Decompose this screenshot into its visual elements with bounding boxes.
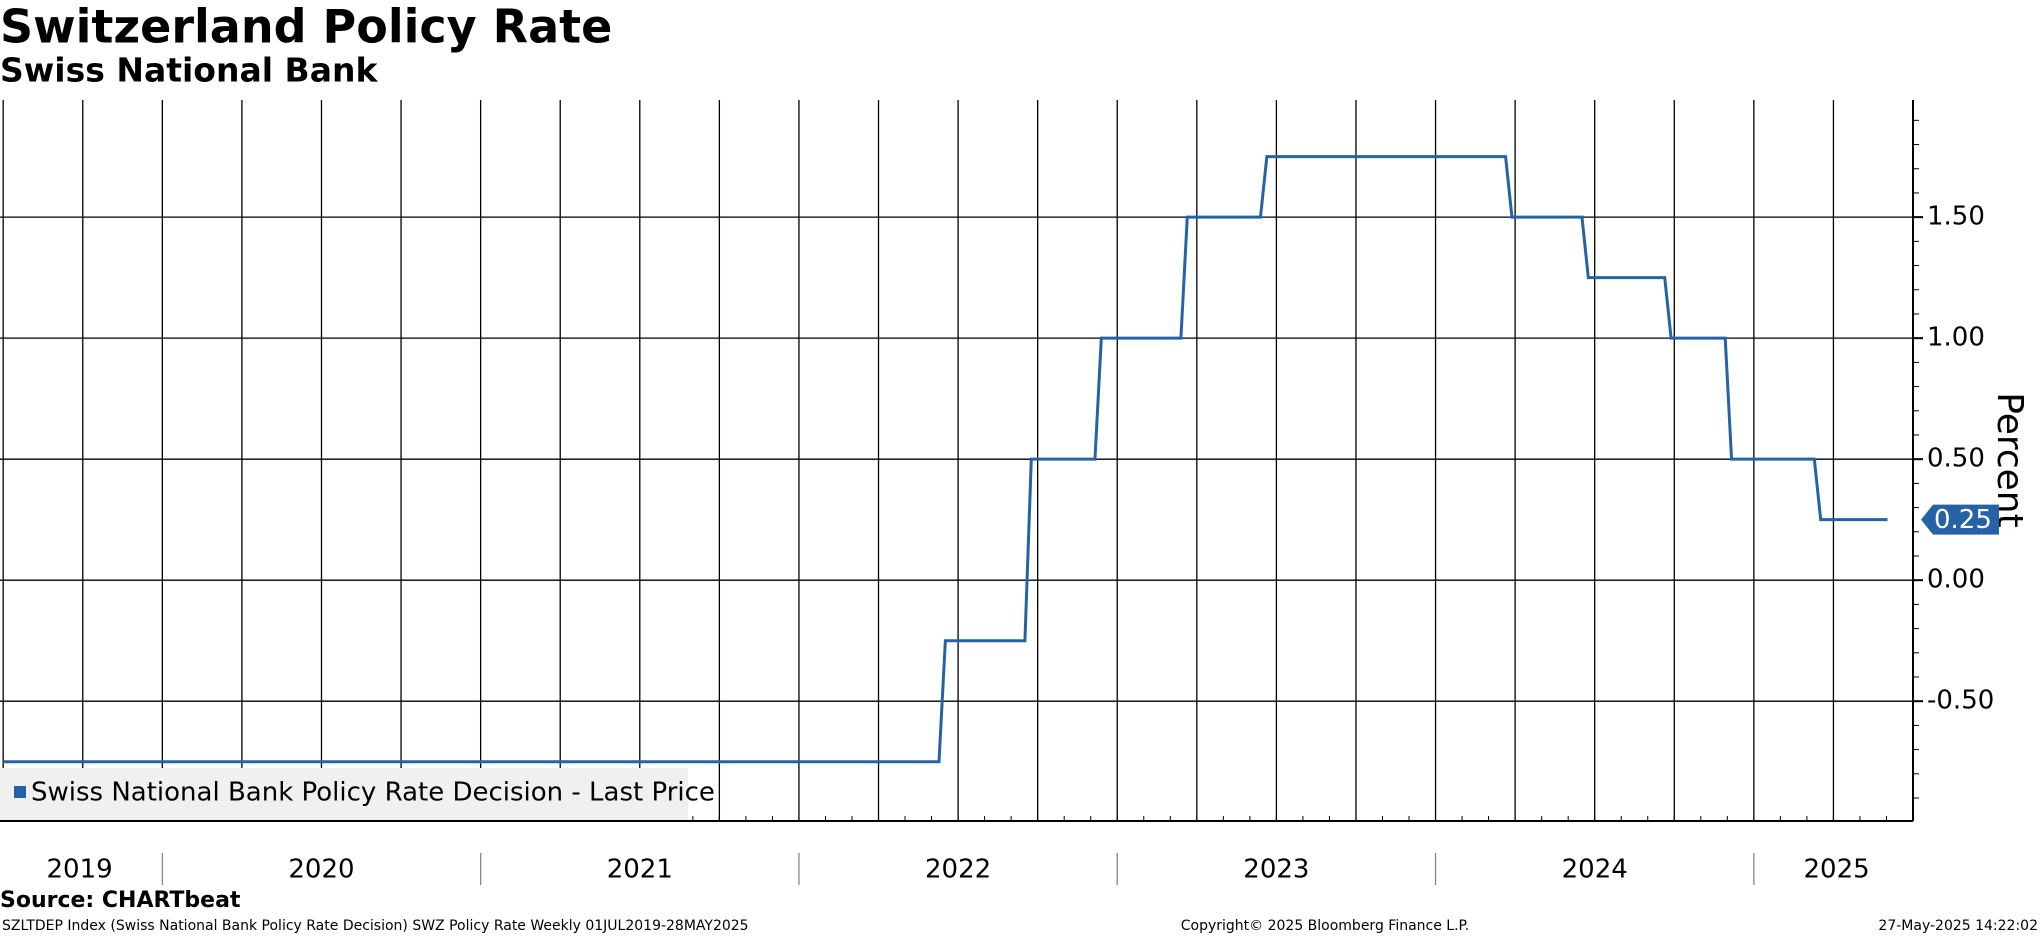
x-tick-label: 2020 [288,855,354,885]
y-tick-label: 1.50 [1927,202,1985,232]
last-value-label: 0.25 [1934,505,1992,535]
x-tick-label: 2019 [46,855,112,885]
y-tick-label: 0.50 [1927,444,1985,474]
series-line [3,155,1888,764]
legend-label: Swiss National Bank Policy Rate Decision… [31,778,715,808]
footer-center: Copyright© 2025 Bloomberg Finance L.P. [1181,918,1470,934]
footer-left: SZLTDEP Index (Swiss National Bank Polic… [2,918,749,934]
chart-title: Switzerland Policy Rate [0,0,612,54]
legend-swatch [14,786,26,798]
source: Source: CHARTbeat [0,888,241,913]
y-tick-label: 1.00 [1927,323,1985,353]
x-tick-label: 2024 [1562,855,1628,885]
y-tick-label: 0.00 [1927,565,1985,595]
y-tick-label: -0.50 [1927,686,1994,716]
footer-right: 27-May-2025 14:22:02 [1878,918,2038,934]
x-tick-label: 2025 [1804,855,1870,885]
x-tick-label: 2023 [1243,855,1309,885]
last-value-tag [1921,504,1999,535]
chart-subtitle: Swiss National Bank [0,51,378,90]
x-tick-label: 2022 [925,855,991,885]
legend-box [0,768,688,820]
x-tick-label: 2021 [607,855,673,885]
